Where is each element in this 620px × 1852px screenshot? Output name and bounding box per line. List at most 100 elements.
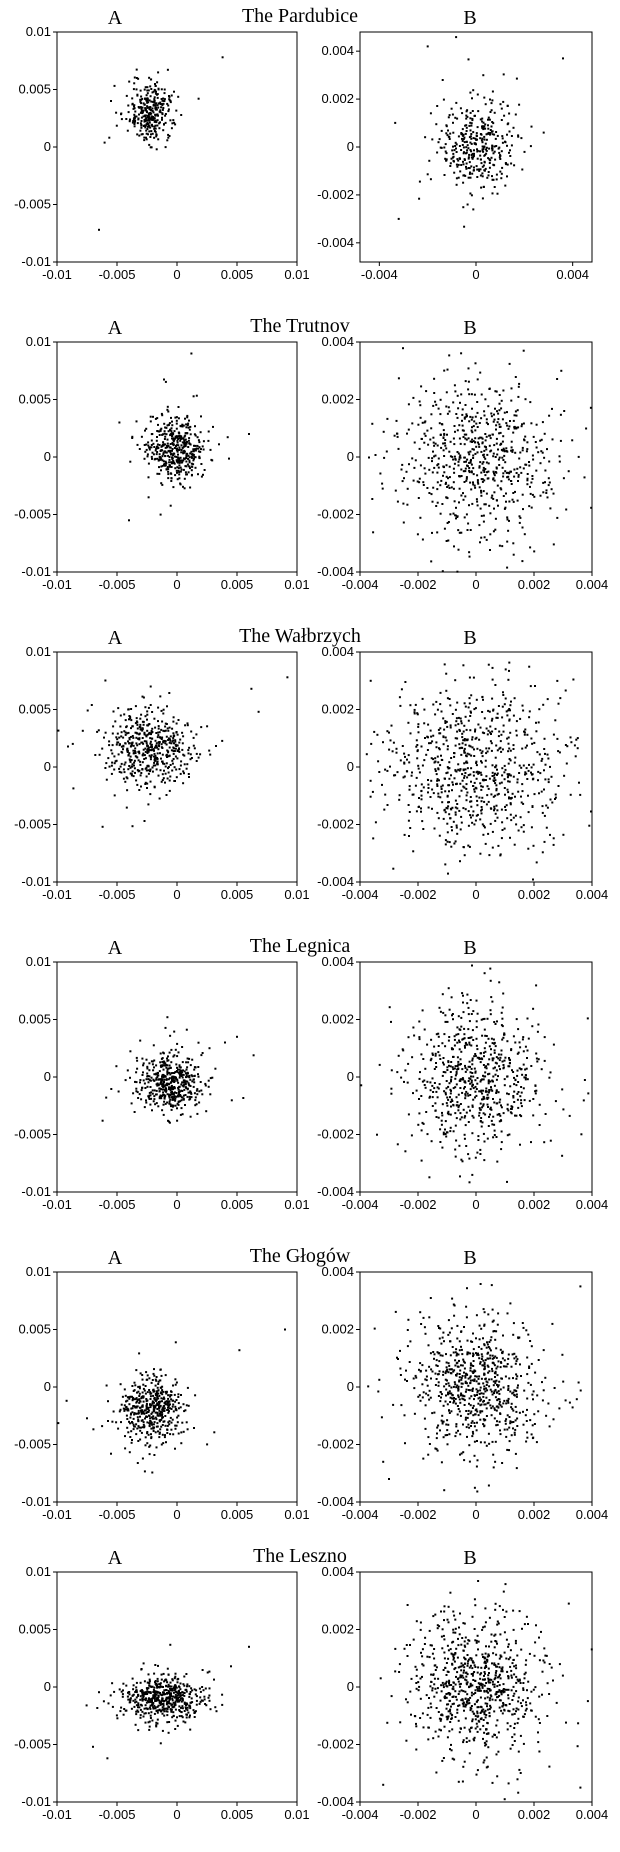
scatter-point <box>420 745 423 748</box>
scatter-point <box>181 731 184 734</box>
scatter-point <box>502 1036 505 1039</box>
scatter-point <box>168 1400 171 1403</box>
scatter-point <box>145 1371 148 1374</box>
scatter-point <box>418 1112 421 1115</box>
scatter-point <box>531 742 534 745</box>
scatter-point <box>210 458 213 461</box>
scatter-point <box>125 1400 127 1403</box>
scatter-point <box>478 1111 481 1114</box>
scatter-point <box>126 748 129 751</box>
scatter-point <box>191 456 193 459</box>
scatter-point <box>506 1134 509 1137</box>
scatter-point <box>440 788 443 790</box>
scatter-point <box>508 780 511 783</box>
scatter-point <box>168 726 171 729</box>
scatter-point <box>397 217 400 220</box>
scatter-point <box>480 489 482 492</box>
scatter-point <box>191 465 194 468</box>
scatter-point <box>431 460 433 463</box>
scatter-point <box>494 1073 497 1076</box>
scatter-point <box>480 478 483 481</box>
scatter-point <box>496 712 499 715</box>
scatter-point <box>403 761 406 764</box>
scatter-point <box>166 446 169 449</box>
scatter-point <box>512 744 515 747</box>
scatter-point <box>167 1394 170 1397</box>
scatter-point <box>411 422 414 425</box>
scatter-point <box>474 1054 477 1057</box>
scatter-point <box>501 137 504 140</box>
scatter-point <box>549 765 551 768</box>
scatter-point <box>467 1013 470 1016</box>
scatter-point <box>204 1084 207 1087</box>
scatter-point <box>124 1447 127 1450</box>
scatter-point <box>218 443 220 446</box>
panel-label-b: B <box>463 1247 476 1269</box>
scatter-point <box>142 1396 145 1399</box>
scatter-point <box>462 160 464 163</box>
scatter-point <box>159 429 162 432</box>
scatter-point <box>193 433 196 436</box>
scatter-point <box>126 1409 129 1412</box>
scatter-point <box>140 108 143 110</box>
scatter-point <box>160 709 163 712</box>
scatter-point <box>491 99 494 102</box>
scatter-point <box>124 761 127 764</box>
scatter-point <box>500 448 503 451</box>
scatter-point <box>446 725 449 728</box>
scatter-point <box>499 103 502 106</box>
scatter-point <box>469 450 472 453</box>
scatter-point <box>554 798 556 800</box>
scatter-point <box>185 1072 187 1075</box>
scatter-point <box>156 124 159 127</box>
scatter-point <box>440 791 443 794</box>
scatter-point <box>520 1091 523 1094</box>
scatter-point <box>148 446 151 449</box>
scatter-point <box>451 789 453 792</box>
scatter-point <box>148 1079 151 1082</box>
scatter-point <box>196 1093 199 1096</box>
scatter-point <box>471 416 474 419</box>
scatter-point <box>467 774 470 777</box>
scatter-point <box>495 1062 498 1065</box>
scatter-point <box>149 756 152 759</box>
scatter-point <box>200 415 202 418</box>
scatter-point <box>179 1113 182 1116</box>
scatter-point <box>143 1426 146 1429</box>
scatter-point <box>450 1105 452 1108</box>
scatter-point <box>186 1087 189 1090</box>
scatter-point <box>121 1395 124 1398</box>
scatter-point <box>484 1113 487 1116</box>
scatter-point <box>444 1133 447 1135</box>
scatter-point <box>165 462 168 465</box>
scatter-point <box>183 487 186 490</box>
scatter-point <box>493 479 496 482</box>
scatter-point <box>128 765 131 767</box>
scatter-point <box>453 149 456 152</box>
scatter-point <box>96 730 99 733</box>
scatter-point <box>499 1056 502 1059</box>
scatter-point <box>531 806 534 808</box>
scatter-point <box>370 742 373 745</box>
scatter-point <box>149 1103 152 1106</box>
scatter-point <box>530 826 533 829</box>
scatter-point <box>487 1080 490 1083</box>
scatter-point <box>145 123 148 126</box>
scatter-point <box>149 85 152 88</box>
scatter-point <box>150 439 153 442</box>
scatter-point <box>431 1105 434 1107</box>
scatter-point <box>170 1084 173 1087</box>
scatter-point <box>138 113 140 116</box>
scatter-point <box>482 121 485 124</box>
scatter-point <box>461 419 463 422</box>
scatter-point <box>67 745 69 748</box>
scatter-point <box>391 750 394 753</box>
scatter-point <box>481 755 484 758</box>
scatter-point <box>144 124 147 127</box>
scatter-point <box>145 1099 147 1102</box>
scatter-point <box>141 106 144 109</box>
scatter-point <box>149 1398 152 1400</box>
scatter-point <box>474 429 477 432</box>
scatter-point <box>470 800 473 803</box>
scatter-point <box>177 438 180 440</box>
